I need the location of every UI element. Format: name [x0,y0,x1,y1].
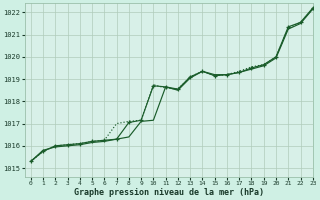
X-axis label: Graphe pression niveau de la mer (hPa): Graphe pression niveau de la mer (hPa) [74,188,264,197]
